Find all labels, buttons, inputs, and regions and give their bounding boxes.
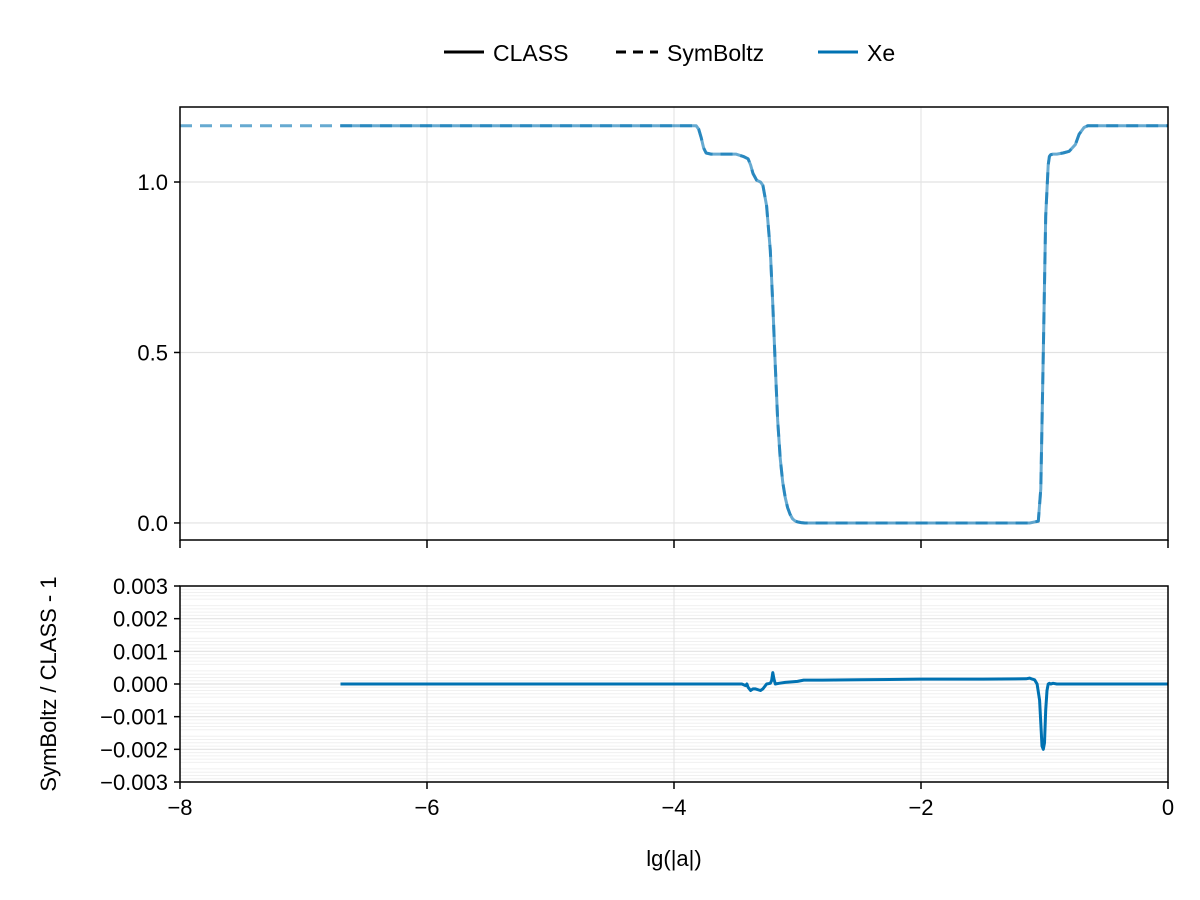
series-line-class bbox=[340, 124, 1168, 525]
legend-label-xe: Xe bbox=[867, 40, 895, 66]
top-series bbox=[180, 124, 1168, 525]
bottom-ytick-label: −0.001 bbox=[100, 705, 168, 730]
bottom-xtick-label: 0 bbox=[1162, 795, 1174, 820]
legend: CLASS SymBoltz Xe bbox=[444, 40, 895, 66]
bottom-ytick-label: 0.003 bbox=[113, 574, 168, 599]
bottom-ticks: −0.003 −0.002 −0.001 0.000 0.001 0.002 0.003 −8… bbox=[100, 574, 1174, 820]
top-grid bbox=[179, 107, 1169, 540]
top-panel: 0.0 0.5 1.0 bbox=[137, 106, 1169, 548]
bottom-series bbox=[340, 671, 1168, 751]
x-axis-label: lg(|a|) bbox=[646, 846, 701, 871]
bottom-ytick-label: −0.003 bbox=[100, 770, 168, 795]
series-line-relative-difference bbox=[340, 671, 1168, 751]
top-ytick-label: 1.0 bbox=[137, 170, 168, 195]
bottom-ytick-label: −0.002 bbox=[100, 737, 168, 762]
y-axis-label: SymBoltz / CLASS - 1 bbox=[36, 576, 61, 791]
top-ytick-label: 0.0 bbox=[137, 511, 168, 536]
bottom-ytick-label: 0.002 bbox=[113, 607, 168, 632]
legend-entry-symboltz: SymBoltz bbox=[616, 40, 764, 66]
legend-label-class: CLASS bbox=[493, 40, 568, 66]
top-ticks: 0.0 0.5 1.0 bbox=[137, 170, 1169, 548]
bottom-panel: −0.003 −0.002 −0.001 0.000 0.001 0.002 0.003 −8… bbox=[36, 574, 1174, 871]
legend-entry-class: CLASS bbox=[444, 40, 568, 66]
bottom-ytick-label: 0.000 bbox=[113, 672, 168, 697]
bottom-xtick-label: −2 bbox=[908, 795, 933, 820]
legend-entry-xe: Xe bbox=[818, 40, 895, 66]
bottom-xtick-label: −6 bbox=[414, 795, 439, 820]
bottom-ytick-label: 0.001 bbox=[113, 639, 168, 664]
legend-label-symboltz: SymBoltz bbox=[667, 40, 764, 66]
bottom-xtick-label: −8 bbox=[167, 795, 192, 820]
bottom-xtick-label: −4 bbox=[661, 795, 686, 820]
top-ytick-label: 0.5 bbox=[137, 340, 168, 365]
